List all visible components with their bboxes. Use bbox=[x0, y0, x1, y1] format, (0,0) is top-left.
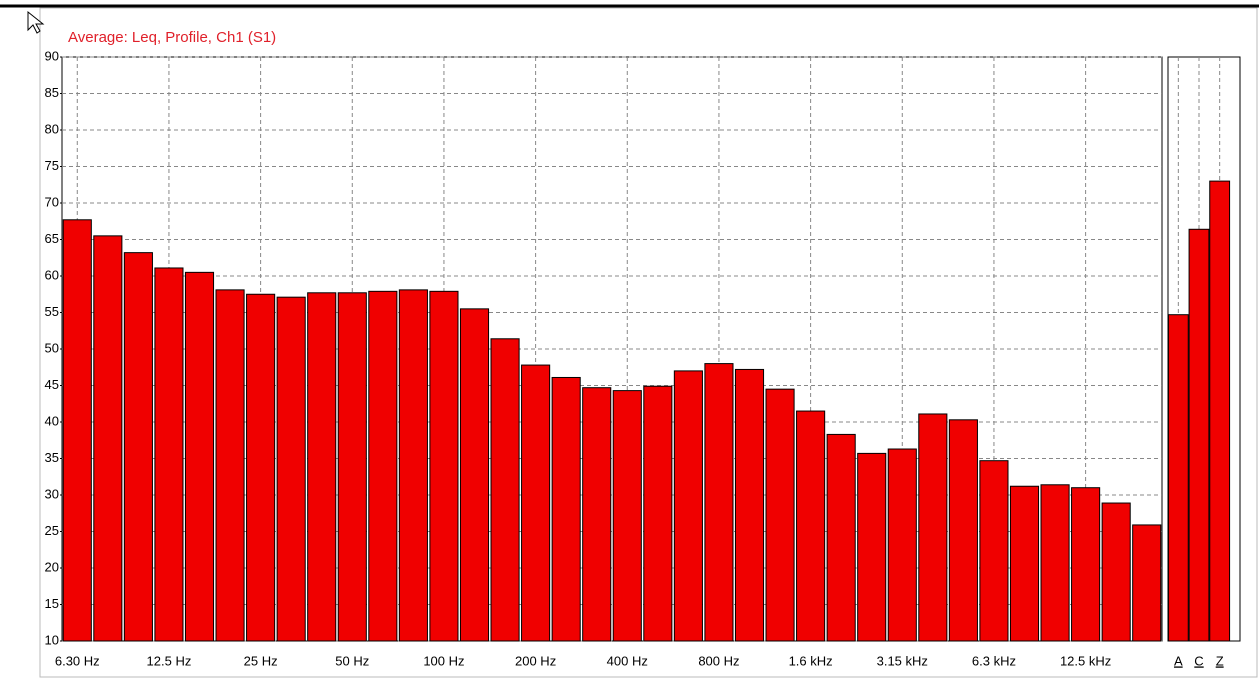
x-tick-label: 200 Hz bbox=[515, 653, 556, 668]
bar bbox=[796, 410, 826, 642]
bar bbox=[368, 290, 398, 642]
x-tick-label: 6.30 Hz bbox=[55, 653, 100, 668]
bar bbox=[673, 370, 703, 642]
bar bbox=[826, 433, 856, 642]
y-tick-label: 45 bbox=[45, 377, 59, 392]
bar bbox=[459, 308, 490, 642]
bar bbox=[979, 460, 1009, 642]
bar bbox=[123, 252, 153, 642]
bar bbox=[490, 338, 520, 642]
x-tick-label: 50 Hz bbox=[335, 653, 369, 668]
bar bbox=[307, 292, 337, 642]
y-tick-label: 25 bbox=[45, 523, 59, 538]
bar bbox=[93, 235, 123, 642]
y-tick-label: 15 bbox=[45, 596, 59, 611]
bar bbox=[857, 452, 887, 642]
bar bbox=[1188, 228, 1210, 642]
cursor-icon bbox=[27, 10, 45, 34]
y-tick-label: 70 bbox=[45, 194, 59, 209]
bar bbox=[1040, 484, 1070, 642]
y-tick-label: 50 bbox=[45, 340, 59, 355]
y-tick-label: 40 bbox=[45, 413, 59, 428]
y-tick-label: 65 bbox=[45, 231, 59, 246]
y-tick-label: 30 bbox=[45, 486, 59, 501]
x-tick-label: 100 Hz bbox=[423, 653, 464, 668]
x-tick-label: 3.15 kHz bbox=[877, 653, 928, 668]
bar bbox=[276, 296, 306, 642]
bar bbox=[184, 271, 215, 642]
bar bbox=[551, 376, 581, 642]
bar bbox=[948, 419, 978, 642]
y-tick-label: 80 bbox=[45, 121, 59, 136]
bar bbox=[215, 289, 245, 642]
bar bbox=[887, 448, 917, 642]
bar bbox=[154, 267, 184, 642]
y-tick-label: 75 bbox=[45, 158, 59, 173]
x-tick-label: 400 Hz bbox=[607, 653, 648, 668]
bar bbox=[1167, 314, 1189, 642]
bar bbox=[398, 289, 428, 642]
bar bbox=[246, 293, 276, 642]
y-tick-label: 90 bbox=[45, 48, 59, 63]
x-tick-label: Z bbox=[1216, 653, 1224, 668]
bar bbox=[521, 364, 551, 642]
y-tick-label: 35 bbox=[45, 450, 59, 465]
y-tick-label: 10 bbox=[45, 632, 59, 647]
x-tick-label: 12.5 kHz bbox=[1060, 653, 1111, 668]
x-tick-label: 800 Hz bbox=[698, 653, 739, 668]
bar bbox=[612, 390, 642, 642]
x-tick-label: 1.6 kHz bbox=[789, 653, 833, 668]
bar bbox=[734, 368, 765, 642]
x-tick-label: 12.5 Hz bbox=[147, 653, 192, 668]
y-tick-label: 20 bbox=[45, 559, 59, 574]
bar bbox=[429, 290, 459, 642]
bar bbox=[643, 385, 673, 642]
bar bbox=[1132, 524, 1162, 642]
y-tick-label: 85 bbox=[45, 85, 59, 100]
bar bbox=[582, 387, 612, 642]
bar bbox=[1071, 487, 1101, 642]
x-tick-label: A bbox=[1174, 653, 1183, 668]
x-tick-label: 25 Hz bbox=[244, 653, 278, 668]
chart-title: Average: Leq, Profile, Ch1 (S1) bbox=[68, 29, 276, 46]
x-tick-label: 6.3 kHz bbox=[972, 653, 1016, 668]
bar bbox=[62, 219, 92, 642]
y-tick-label: 55 bbox=[45, 304, 59, 319]
bar bbox=[918, 413, 948, 642]
bar bbox=[337, 292, 367, 642]
bar bbox=[704, 363, 734, 642]
x-tick-label: C bbox=[1194, 653, 1203, 668]
chart-layer: 10 15 20 25 30 35 40 45 50 55 60 65 70 75 80 85 90 6.30 H… bbox=[45, 48, 1231, 668]
panel-frame bbox=[39, 7, 1258, 678]
y-tick-label: 60 bbox=[45, 267, 59, 282]
bar bbox=[1101, 502, 1131, 642]
bar bbox=[1209, 180, 1231, 642]
bar bbox=[1009, 485, 1040, 642]
bar bbox=[765, 388, 795, 642]
